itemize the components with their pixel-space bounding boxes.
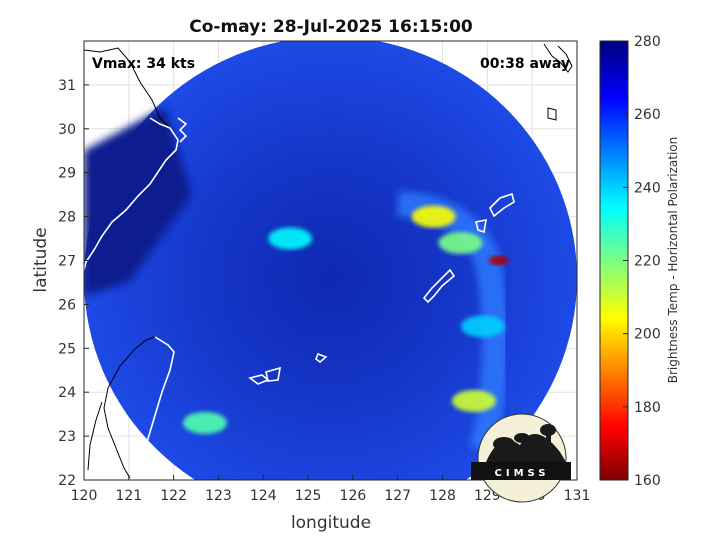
convective-features xyxy=(183,205,509,434)
y-tick-label: 25 xyxy=(58,341,76,357)
feature-mark xyxy=(183,411,228,434)
time-away-label: 00:38 away xyxy=(480,56,570,72)
colorbar-tick-label: 200 xyxy=(634,327,661,343)
x-tick-label: 122 xyxy=(160,488,187,504)
y-axis-ticks: 22 23 24 25 26 27 28 29 30 31 xyxy=(58,78,89,489)
x-tick-label: 127 xyxy=(384,488,411,504)
x-tick-label: 131 xyxy=(564,488,591,504)
x-tick-label: 120 xyxy=(71,488,98,504)
feature-mark xyxy=(268,227,313,250)
x-axis-label: longitude xyxy=(291,513,371,533)
y-tick-label: 27 xyxy=(58,254,76,270)
vmax-label: Vmax: 34 kts xyxy=(92,56,195,72)
colorbar-tick-label: 220 xyxy=(634,254,661,270)
colorbar-tick-label: 240 xyxy=(634,180,661,196)
colorbar-tick-label: 180 xyxy=(634,400,661,416)
x-tick-label: 123 xyxy=(205,488,232,504)
y-tick-label: 28 xyxy=(58,210,76,226)
chart-title: Co-may: 28-Jul-2025 16:15:00 xyxy=(189,17,473,37)
y-axis-label: latitude xyxy=(31,227,51,292)
feature-mark xyxy=(438,231,483,254)
cimss-logo: CIMSS xyxy=(471,413,571,503)
x-tick-label: 125 xyxy=(295,488,322,504)
y-tick-label: 22 xyxy=(58,473,76,489)
x-tick-label: 126 xyxy=(340,488,367,504)
x-tick-label: 121 xyxy=(115,488,142,504)
y-tick-label: 30 xyxy=(58,122,76,138)
y-tick-label: 24 xyxy=(58,385,76,401)
feature-mark xyxy=(488,255,509,266)
feature-mark xyxy=(451,389,496,412)
coastlines xyxy=(84,43,573,479)
swath-disc xyxy=(84,41,577,480)
y-tick-label: 29 xyxy=(58,166,76,182)
colorbar-tick-label: 260 xyxy=(634,107,661,123)
colorbar-tick-label: 160 xyxy=(634,473,661,489)
feature-mark xyxy=(411,205,456,228)
feature-mark xyxy=(460,315,505,338)
y-tick-label: 23 xyxy=(58,429,76,445)
cimss-logo-text: CIMSS xyxy=(495,468,550,479)
colorbar-ticks: 160 180 200 220 240 260 280 xyxy=(623,34,661,489)
y-tick-label: 31 xyxy=(58,78,76,94)
colorbar-label: Brightness Temp - Horizontal Polarizatio… xyxy=(666,137,680,384)
colorbar-tick-label: 280 xyxy=(634,34,661,50)
x-tick-label: 128 xyxy=(429,488,456,504)
x-tick-label: 124 xyxy=(250,488,277,504)
y-tick-label: 26 xyxy=(58,297,76,313)
swath-land-band xyxy=(84,106,192,296)
